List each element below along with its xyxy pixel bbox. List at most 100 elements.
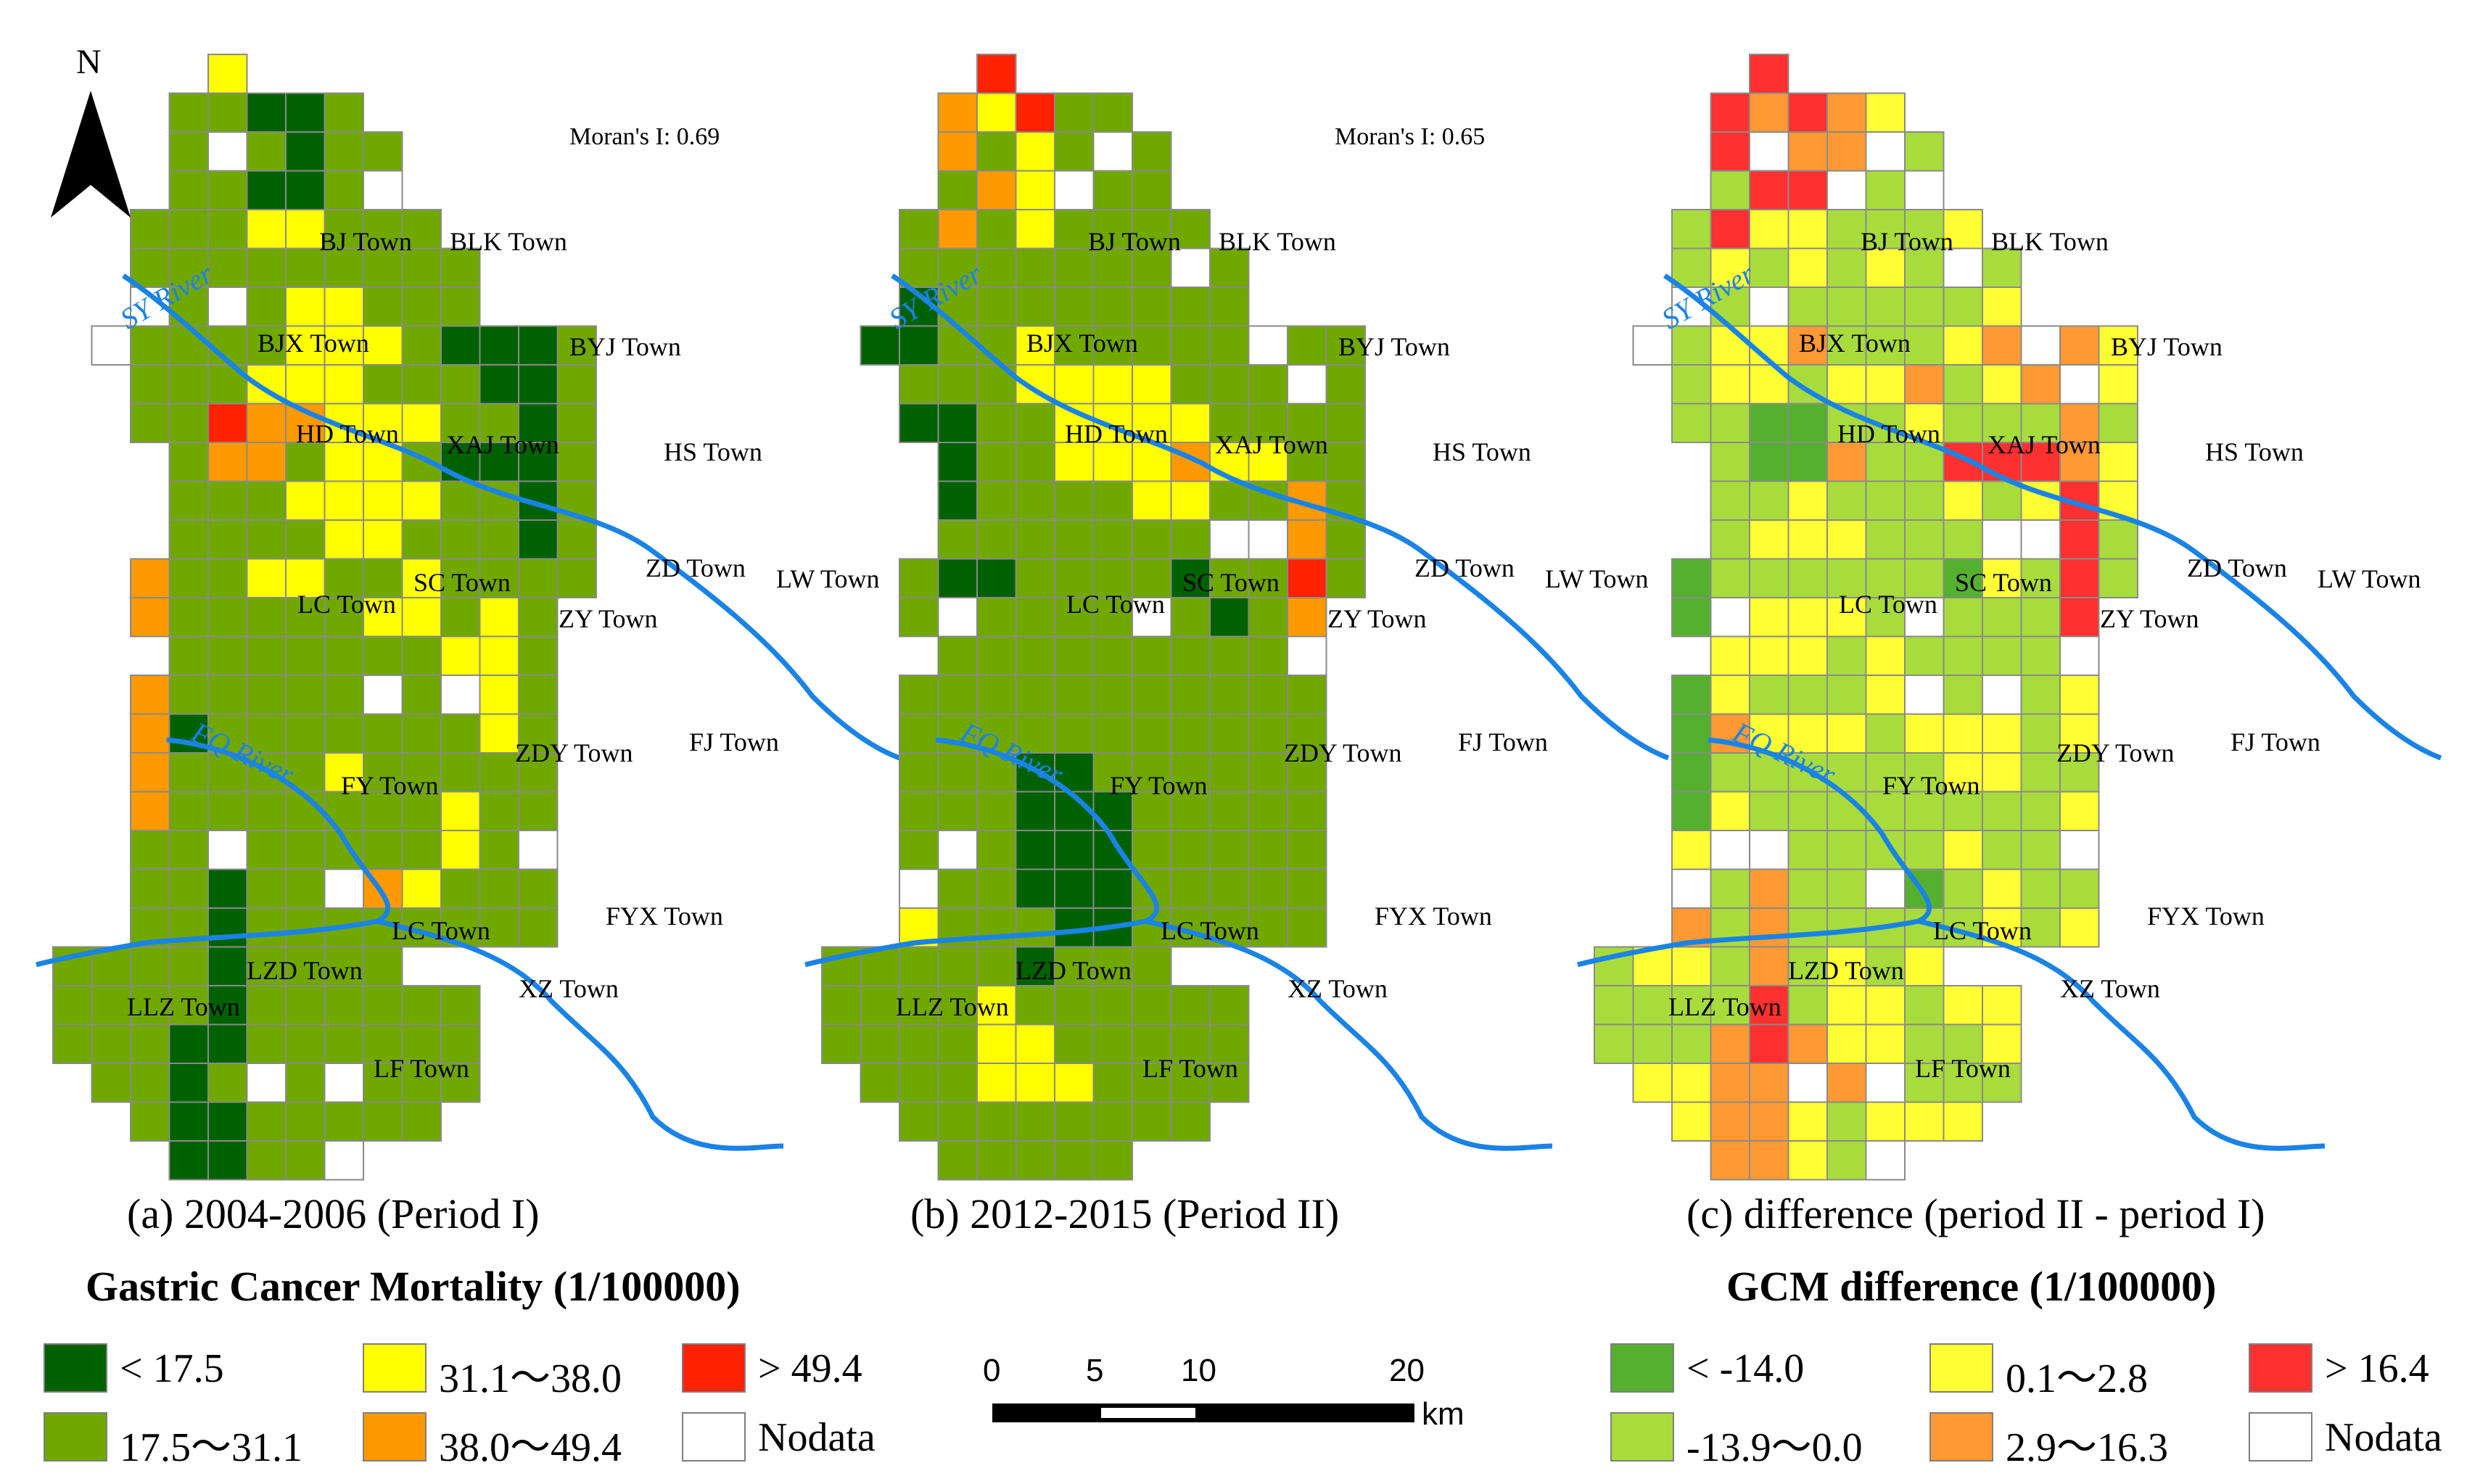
grid-cell [130,868,170,909]
grid-cell [976,558,1017,598]
town-label: FJ Town [689,727,779,757]
grid-cell [860,325,900,366]
grid-cell [168,635,209,676]
grid-cell [899,713,939,754]
legend-swatch [363,1412,427,1462]
grid-cell [1904,713,1945,754]
grid-cell [130,1063,170,1103]
grid-cell [1209,635,1250,676]
grid-cell [363,287,403,327]
grid-cell [1749,54,1789,94]
legend-swatch [2249,1412,2312,1462]
grid-cell [324,325,364,366]
grid-cell [1671,209,1712,250]
grid-cell [1170,325,1211,366]
grid-cell [130,558,170,598]
grid-cell [285,635,326,676]
grid-cell [518,519,559,560]
grid-cell [1982,480,2022,521]
grid-cell [1787,1063,1828,1103]
grid-cell [899,791,939,831]
grid-cell [401,519,442,560]
grid-cell [1826,830,1867,870]
grid-cell [1826,480,1867,521]
grid-cell [363,985,403,1026]
grid-cell [401,209,442,250]
grid-cell [1209,519,1250,560]
grid-cell [518,325,559,366]
town-label: ZDY Town [515,738,633,767]
grid-cell [1092,1101,1133,1142]
grid-cell [1209,597,1250,638]
grid-cell [207,1023,248,1064]
scale-tick-20: 20 [1389,1353,1425,1388]
grid-cell [246,1063,287,1103]
grid-cell [1671,597,1712,638]
grid-cell [1865,131,1906,172]
town-label: LC Town [1933,916,2032,945]
legend-label: 17.5～31.1 [120,1425,302,1470]
grid-cell [207,675,248,715]
grid-cell [1015,635,1055,676]
grid-cell [899,364,939,405]
grid-cell [1170,1101,1211,1142]
town-label: FYX Town [606,902,723,931]
grid-cell [52,985,93,1026]
grid-cell [2059,791,2100,831]
grid-cell [1132,170,1172,210]
grid-cell [1982,635,2022,676]
legend-label: -13.9～0.0 [1686,1425,1863,1470]
grid-cell [1671,403,1712,443]
grid-cell [518,442,559,482]
grid-cell [207,170,248,210]
town-label: LW Town [1545,564,1649,593]
grid-cell [246,325,287,366]
grid-cell [976,597,1017,638]
grid-cell [1632,985,1673,1026]
grid-cell [1170,480,1211,521]
grid-cell [1982,752,2022,793]
grid-cell [363,1063,403,1103]
scale-tick-5: 5 [1086,1353,1104,1388]
grid-cell [479,791,519,831]
grid-cell [976,1023,1017,1064]
grid-cell [1209,675,1250,715]
grid-cell [1170,1023,1211,1064]
grid-cell [1710,1140,1750,1181]
grid-cell [440,480,481,521]
grid-cell [821,1023,862,1064]
grid-cell [2098,442,2138,482]
legend-label: > 16.4 [2325,1346,2429,1391]
town-label: FJ Town [2230,727,2320,757]
grid-cell [1054,675,1095,715]
grid-cell [937,480,978,521]
grid-cell [1054,558,1095,598]
grid-cell [401,325,442,366]
town-label: ZY Town [1327,604,1427,633]
grid-cell [1982,868,2022,909]
grid-cell [1209,868,1250,909]
grid-cell [1132,830,1172,870]
grid-cell [440,752,481,793]
grid-cell [285,519,326,560]
town-label: LZD Town [1788,956,1904,985]
grid-cell [1826,131,1867,172]
grid-cell [976,1063,1017,1103]
grid-cell [1787,791,1828,831]
legend-swatch [2249,1343,2312,1393]
grid-cell [1248,597,1288,638]
grid-cell [324,170,364,210]
grid-cell [2020,868,2061,909]
grid-cell [1710,635,1750,676]
town-label: BJ Town [319,227,412,256]
grid-cell [1132,946,1172,986]
legend-swatch [1929,1343,1993,1393]
grid-cell [1209,480,1250,521]
grid-cell [1015,558,1055,598]
grid-cell [1982,597,2022,638]
grid-cell [1749,830,1789,870]
grid-cell [1170,558,1211,598]
grid-cell [130,1023,170,1064]
grid-cell [479,713,519,754]
